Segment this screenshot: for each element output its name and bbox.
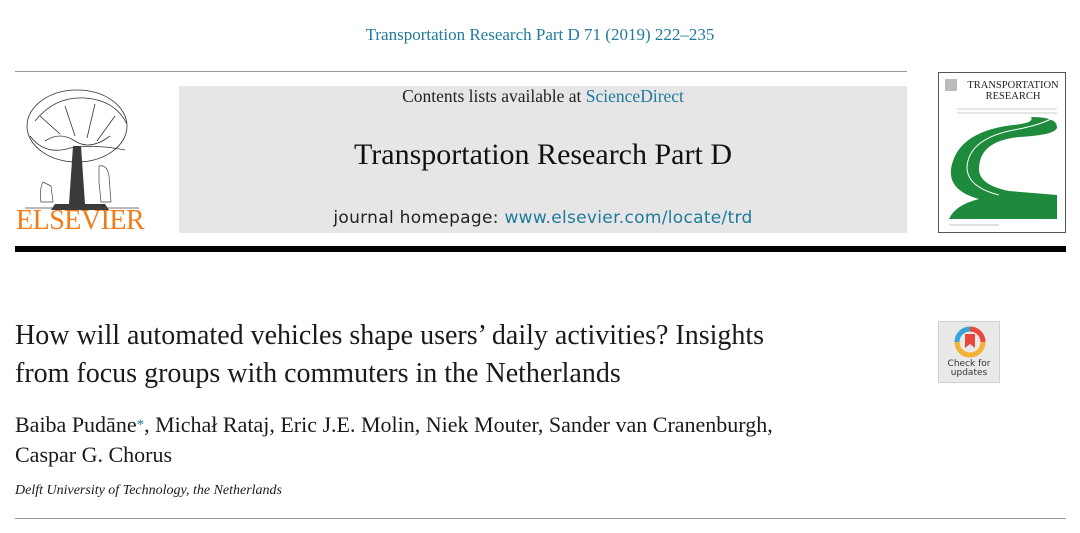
article-title-line2: from focus groups with commuters in the … (15, 358, 621, 389)
cover-title-line2: RESEARCH (985, 91, 1041, 102)
article-title: How will automated vehicles shape users’… (15, 317, 925, 393)
homepage-prefix: journal homepage: (333, 208, 505, 228)
author-list: Baiba Pudāne*, Michał Rataj, Eric J.E. M… (15, 410, 935, 470)
author-line2: Caspar G. Chorus (15, 442, 173, 467)
elsevier-tree-logo[interactable] (15, 86, 149, 234)
sciencedirect-link[interactable]: ScienceDirect (585, 86, 684, 106)
cover-title: TRANSPORTATION RESEARCH (961, 80, 1065, 102)
contents-prefix: Contents lists available at (402, 86, 586, 106)
corresponding-author-mark[interactable]: * (136, 417, 145, 433)
cover-title-line1: TRANSPORTATION (967, 80, 1059, 91)
elsevier-wordmark[interactable]: ELSEVIER (16, 205, 145, 236)
contents-line: Contents lists available at ScienceDirec… (179, 86, 907, 107)
journal-banner: Contents lists available at ScienceDirec… (179, 86, 907, 233)
journal-citation[interactable]: Transportation Research Part D 71 (2019)… (365, 25, 715, 44)
cover-road-icon (945, 79, 1057, 226)
homepage-line: journal homepage: www.elsevier.com/locat… (179, 208, 907, 228)
author-affiliation: Delft University of Technology, the Neth… (15, 483, 283, 498)
author-first[interactable]: Baiba Pudāne (15, 412, 137, 437)
author-line1: Baiba Pudāne*, Michał Rataj, Eric J.E. M… (15, 410, 935, 440)
journal-cover[interactable]: TRANSPORTATION RESEARCH (938, 72, 1066, 233)
crossmark-icon (954, 326, 986, 358)
check-for-updates-button[interactable]: Check for updates (938, 321, 1000, 383)
article-title-line1: How will automated vehicles shape users’… (15, 320, 765, 351)
author-others: , Michał Rataj, Eric J.E. Molin, Niek Mo… (144, 412, 773, 437)
journal-name: Transportation Research Part D (354, 138, 732, 171)
crossmark-label: Check for updates (939, 360, 999, 378)
crossmark-line2: updates (950, 368, 988, 378)
header-thick-rule (15, 246, 1066, 252)
top-divider (15, 71, 907, 72)
crossmark-line1: Check for (947, 359, 991, 369)
journal-homepage-link[interactable]: www.elsevier.com/locate/trd (504, 208, 753, 228)
bottom-divider (15, 518, 1066, 519)
